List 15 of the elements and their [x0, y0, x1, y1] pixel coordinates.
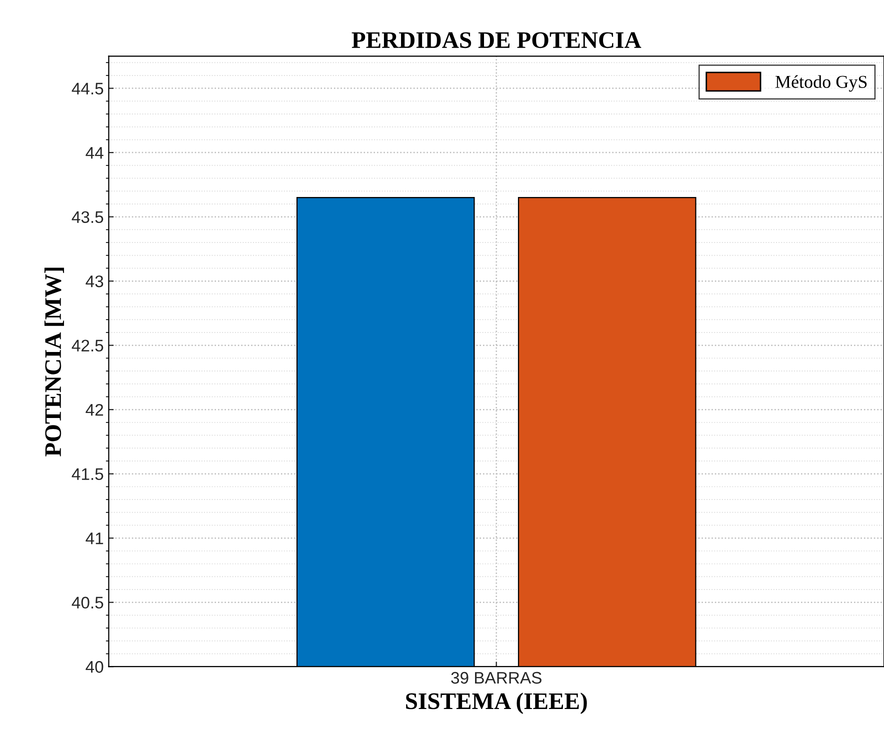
y-tick-label: 44 — [86, 147, 104, 159]
x-axis-title: SISTEMA (IEEE) — [406, 692, 587, 714]
y-axis-title: POTENCIA [MW] — [44, 268, 64, 456]
legend-label: Método GyS — [775, 75, 867, 92]
y-tick-label: 41.5 — [72, 468, 104, 480]
y-tick-label: 40.5 — [72, 596, 104, 609]
y-tick-label: 42 — [86, 404, 104, 416]
y-tick-label: 42.5 — [72, 340, 104, 352]
x-tick-label: 39 BARRAS — [451, 672, 542, 684]
y-tick-label: 41 — [86, 532, 104, 544]
y-tick-label: 40 — [86, 661, 104, 673]
y-tick-label: 44.5 — [72, 82, 104, 95]
chart-title: PERDIDAS DE POTENCIA — [352, 32, 642, 48]
y-tick-label: 43.5 — [72, 211, 104, 224]
y-tick-label: 43 — [86, 275, 104, 288]
